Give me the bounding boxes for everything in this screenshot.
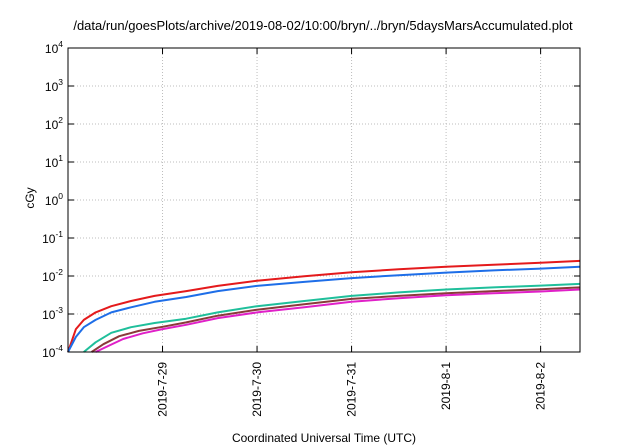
series-line-4 <box>91 286 581 353</box>
series-line-1 <box>67 259 581 353</box>
series-line-3 <box>83 282 581 353</box>
series-line-5 <box>95 288 581 353</box>
y-tick-label: 101 <box>45 153 63 170</box>
y-tick-label: 102 <box>45 115 63 132</box>
y-axis-label: cGy <box>23 187 37 208</box>
x-tick-label: 2019-7-29 <box>156 362 170 417</box>
y-tick-label: 100 <box>45 191 63 208</box>
x-axis-ticks: 2019-7-29 2019-7-30 2019-7-31 2019-8-1 2019-… <box>156 48 548 417</box>
x-tick-label: 2019-8-2 <box>534 362 548 410</box>
series-lines <box>67 259 581 353</box>
chart-title: /data/run/goesPlots/archive/2019-08-02/1… <box>73 18 573 33</box>
x-tick-label: 2019-7-30 <box>250 362 264 417</box>
y-tick-label: 10-2 <box>42 267 63 284</box>
y-tick-label: 10-4 <box>42 343 63 360</box>
y-tick-label: 10-1 <box>42 229 63 246</box>
y-tick-label: 104 <box>45 39 63 56</box>
x-tick-label: 2019-8-1 <box>439 362 453 410</box>
x-axis-label: Coordinated Universal Time (UTC) <box>232 431 416 445</box>
series-line-2 <box>67 265 581 353</box>
y-tick-label: 10-3 <box>42 305 63 322</box>
grid <box>68 48 580 352</box>
y-axis-ticks: 10-4 10-3 10-2 10-1 100 101 102 103 104 <box>42 39 580 360</box>
x-tick-label: 2019-7-31 <box>345 362 359 417</box>
y-tick-label: 103 <box>45 77 63 94</box>
